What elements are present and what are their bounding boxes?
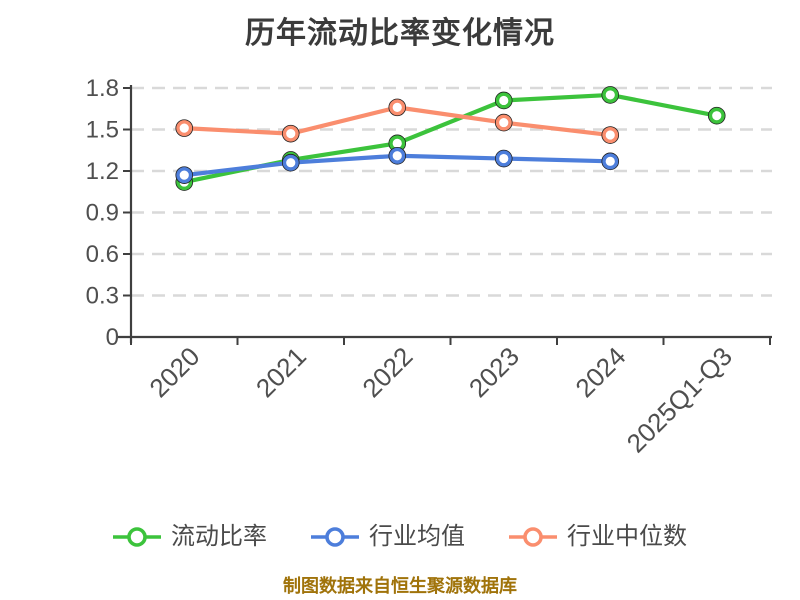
- data-point-industry-median: [602, 127, 619, 144]
- legend-item-industry-median: 行业中位数: [509, 525, 687, 549]
- data-point-current-ratio: [708, 107, 725, 124]
- data-point-industry-average: [495, 150, 512, 167]
- data-source-caption: 制图数据来自恒生聚源数据库: [283, 576, 517, 596]
- legend-label-industry-median: 行业中位数: [567, 523, 687, 550]
- data-point-industry-average: [282, 154, 299, 171]
- legend-marker-circle: [127, 527, 147, 547]
- chart-legend: 流动比率 行业均值 行业中位数: [0, 514, 800, 560]
- legend-label-industry-average: 行业均值: [369, 523, 465, 550]
- y-tick-label: 1.2: [86, 158, 119, 185]
- x-axis-label: 2024: [569, 341, 631, 403]
- line-chart-plot-area: 0 0.3 0.6 0.9 1.2 1.5 1.8 2020 2021 2022 2023 20242…: [86, 75, 772, 458]
- legend-marker-industry-average: [311, 527, 359, 547]
- data-point-current-ratio: [495, 92, 512, 109]
- data-point-current-ratio: [602, 86, 619, 103]
- x-axis-label: 2023: [463, 341, 525, 403]
- y-tick-label: 0.6: [86, 241, 119, 268]
- y-tick-label: 1.5: [86, 117, 119, 144]
- data-point-industry-average: [176, 167, 193, 184]
- y-tick-label: 0.9: [86, 200, 119, 227]
- legend-label-current-ratio: 流动比率: [171, 523, 267, 550]
- data-point-industry-average: [389, 147, 406, 164]
- y-tick-label: 1.8: [86, 75, 119, 102]
- legend-item-industry-average: 行业均值: [311, 525, 465, 549]
- x-axis-label: 2021: [250, 341, 312, 403]
- legend-marker-circle: [523, 527, 543, 547]
- x-axis-label: 2020: [143, 341, 205, 403]
- legend-marker-circle: [325, 527, 345, 547]
- legend-item-current-ratio: 流动比率: [113, 525, 267, 549]
- y-tick-label: 0.3: [86, 283, 119, 310]
- x-axis-label: 2025Q1-Q3: [621, 341, 738, 458]
- legend-marker-industry-median: [509, 527, 557, 547]
- y-tick-label: 0: [106, 324, 119, 351]
- series-line-current-ratio: [182, 92, 719, 185]
- data-point-industry-average: [602, 153, 619, 170]
- chart-title: 历年流动比率变化情况: [245, 17, 555, 50]
- data-point-industry-median: [176, 120, 193, 137]
- x-axis-label: 2022: [356, 341, 418, 403]
- data-point-industry-median: [282, 125, 299, 142]
- data-point-industry-median: [389, 99, 406, 116]
- data-point-industry-median: [495, 114, 512, 131]
- legend-marker-current-ratio: [113, 527, 161, 547]
